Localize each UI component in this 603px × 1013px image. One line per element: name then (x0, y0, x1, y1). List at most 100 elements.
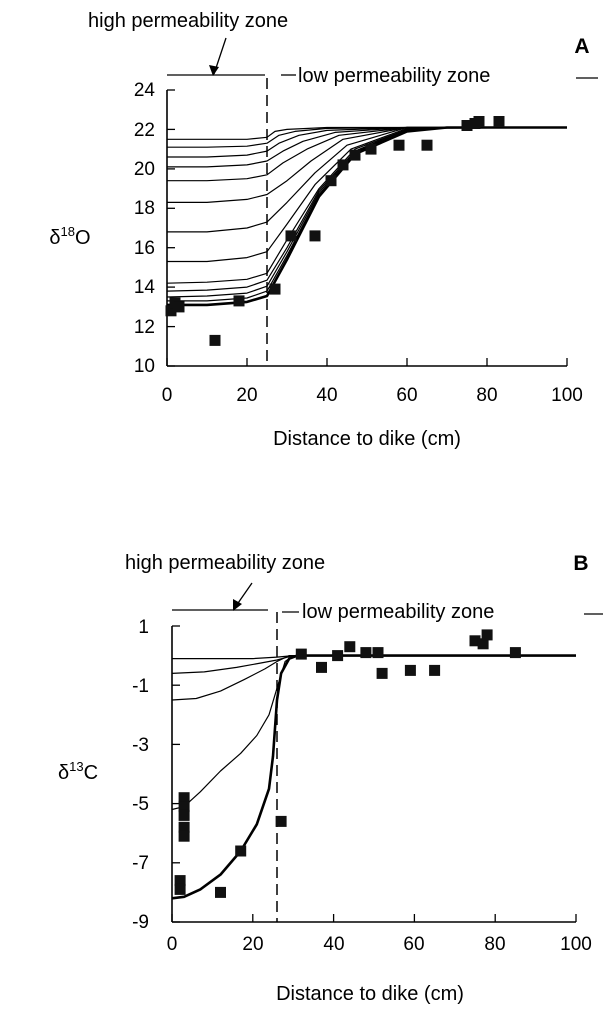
panel-b-y-tick-label: -1 (132, 676, 149, 697)
panel-a-data-point-7 (285, 230, 297, 242)
panel-b-model-curve-5 (171, 654, 576, 900)
panel-b-data-point-22 (481, 629, 493, 641)
panel-a-model-curve-2 (167, 126, 567, 148)
panel-a-x-axis-title: Distance to dike (cm) (273, 428, 461, 450)
panel-b-x-tick-label: 40 (323, 934, 344, 955)
panel-a-y-tick-label: 10 (134, 356, 155, 377)
panel-b-x-tick-label: 100 (560, 934, 592, 955)
panel-a-data-point-17 (473, 116, 485, 127)
panel-b-data-point-19 (429, 664, 441, 676)
panel-b-y-tick-label: -3 (132, 735, 149, 756)
panel-a-data-point-15 (461, 120, 473, 131)
panel-a-model-curves (166, 126, 568, 307)
panel-b-data-point-18 (404, 664, 416, 676)
panel-a-data-point-12 (365, 143, 377, 155)
panel-a-model-curve-8 (167, 126, 568, 263)
panel-b-data-point-4 (178, 801, 190, 813)
panel-b-data-point-11 (295, 648, 307, 660)
panel-b-model-curves (171, 654, 576, 900)
panel-a-data-point-10 (337, 159, 349, 171)
panel-b-y-tick-label: -7 (132, 853, 149, 874)
panel-b-data-point-15 (360, 647, 372, 659)
panel-a-y-tick-label: 16 (134, 238, 155, 259)
panel-b-x-tick-label: 80 (484, 934, 505, 955)
panel-b-data-point-10 (275, 815, 287, 827)
panel-a-data-point-3 (173, 301, 185, 313)
panel-b-data-point-21 (477, 638, 489, 650)
panel-a-y-tick-labels: 10 12 14 16 18 20 22 24 (134, 80, 156, 377)
panel-a-y-axis-title: δ18O (49, 224, 90, 249)
panel-b-high-zone-arrowhead (233, 599, 242, 611)
panel-a-y-tick-label: 20 (134, 159, 155, 180)
panel-b-y-axis-superscript: 13 (69, 759, 83, 774)
panel-a-model-curve-4 (167, 126, 567, 168)
panel-a-high-zone-arrowhead (209, 65, 219, 76)
panel-b-y-axis-title: δ13C (58, 759, 98, 784)
panel-b-x-tick-label: 60 (403, 934, 424, 955)
panel-a-model-curve-3 (167, 126, 567, 158)
panel-b-data-point-20 (469, 635, 481, 647)
panel-a-oxygen-isotope-chart: high permeability zone A low permeabilit… (49, 10, 598, 450)
panel-b-y-tick-labels: 1 -1 -3 -5 -7 -9 (132, 617, 149, 933)
panel-b-y-tick-label: 1 (138, 617, 149, 638)
panel-b-model-curve-3 (171, 654, 576, 701)
panel-a-data-point-6 (269, 283, 281, 295)
panel-b-data-point-17 (376, 667, 388, 679)
panel-a-y-axis-delta: δ (49, 227, 60, 249)
panel-a-x-ticks (166, 358, 568, 366)
panel-b-data-point-5 (178, 809, 190, 821)
panel-b-data-point-14 (344, 641, 356, 653)
panel-a-data-points (165, 116, 505, 346)
panel-b-x-tick-label: 0 (167, 934, 178, 955)
panel-b-data-points (174, 629, 521, 898)
panel-a-low-zone-label: low permeability zone (298, 65, 490, 87)
panel-a-y-axis-element: O (75, 227, 91, 249)
panel-b-data-point-12 (316, 661, 327, 673)
panel-a-x-tick-label: 80 (476, 385, 497, 406)
panel-b-data-point-23 (509, 647, 521, 659)
panel-a-x-tick-labels: 0 20 40 60 80 100 (162, 385, 583, 406)
panel-b-y-axis-delta: δ (58, 762, 69, 784)
panel-b-letter: B (573, 552, 588, 575)
panel-a-y-tick-label: 12 (134, 317, 155, 338)
panel-b-data-point-1 (174, 875, 186, 887)
panel-a-data-point-5 (233, 295, 245, 307)
panel-a-model-curve-7 (167, 126, 567, 233)
panel-b-data-point-6 (178, 821, 190, 833)
panel-a-letter: A (574, 35, 589, 58)
panel-b-data-point-3 (178, 792, 190, 804)
panel-a-y-tick-label: 14 (134, 277, 156, 298)
panel-b-model-curve-4 (171, 654, 576, 811)
panel-b-x-tick-label: 20 (242, 934, 263, 955)
panel-a-y-tick-label: 24 (134, 80, 156, 101)
panel-a-y-axis-superscript: 18 (61, 224, 75, 239)
panel-a-model-curve-6 (167, 126, 567, 203)
panel-a-x-tick-label: 40 (316, 385, 337, 406)
panel-b-data-point-8 (215, 886, 226, 898)
panel-a-data-point-8 (309, 230, 321, 242)
panel-a-y-tick-label: 18 (134, 198, 155, 219)
panel-b-data-point-13 (332, 650, 344, 662)
panel-b-x-axis-title: Distance to dike (cm) (276, 983, 464, 1005)
panel-b-carbon-isotope-chart: high permeability zone B low permeabilit… (58, 552, 603, 1005)
panel-a-data-point-14 (421, 139, 433, 151)
panel-a-data-point-18 (493, 116, 505, 127)
panel-a-x-tick-label: 0 (162, 385, 173, 406)
panel-a-data-point-11 (349, 149, 361, 161)
panel-a-model-curve-13 (167, 126, 567, 307)
panel-b-x-ticks (171, 914, 577, 922)
panel-b-data-point-7 (178, 830, 190, 842)
panel-b-y-tick-label: -9 (132, 912, 149, 933)
panel-a-y-ticks (167, 89, 175, 367)
panel-b-x-tick-labels: 0 20 40 60 80 100 (167, 934, 592, 955)
panel-a-data-point-4 (209, 334, 221, 346)
panel-a-y-tick-label: 22 (134, 120, 155, 141)
panel-b-low-zone-label: low permeability zone (302, 601, 494, 623)
panel-a-x-tick-label: 20 (236, 385, 257, 406)
panel-b-data-point-2 (174, 883, 186, 895)
panel-a-x-tick-label: 100 (551, 385, 583, 406)
panel-a-high-zone-label: high permeability zone (88, 10, 288, 32)
panel-a-data-point-1 (165, 305, 177, 317)
panel-a-x-tick-label: 60 (396, 385, 417, 406)
